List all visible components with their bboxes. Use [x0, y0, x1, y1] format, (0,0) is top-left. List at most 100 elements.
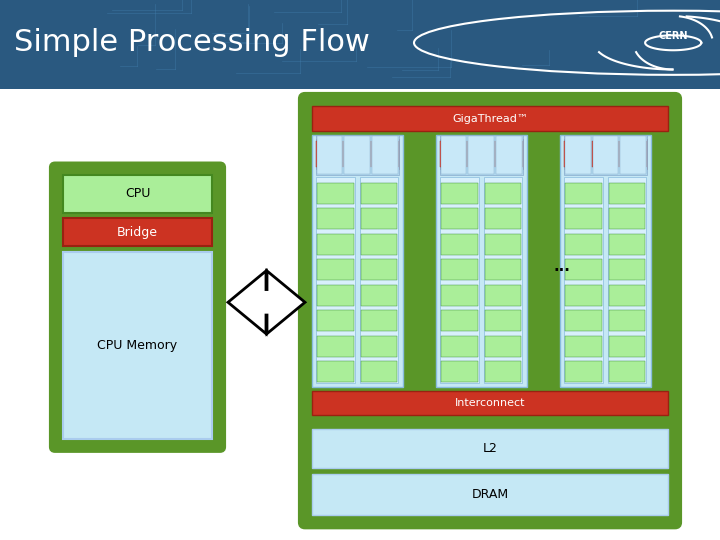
Bar: [441, 336, 478, 357]
Bar: [485, 285, 521, 306]
Bar: [496, 136, 522, 174]
Bar: [620, 136, 646, 174]
Bar: [469, 136, 494, 174]
Bar: [441, 183, 478, 204]
Bar: [317, 361, 354, 382]
Text: DRAM: DRAM: [472, 488, 508, 502]
FancyBboxPatch shape: [300, 94, 680, 527]
Bar: [317, 208, 354, 229]
Bar: [440, 141, 467, 167]
Bar: [361, 336, 397, 357]
Bar: [372, 136, 397, 174]
Bar: [593, 136, 618, 174]
Text: L2: L2: [482, 442, 498, 455]
Bar: [609, 183, 645, 204]
Bar: [361, 310, 397, 331]
Bar: [565, 310, 602, 331]
Bar: [344, 141, 370, 167]
Bar: [63, 252, 212, 439]
Bar: [361, 259, 397, 280]
Bar: [441, 361, 478, 382]
Bar: [312, 474, 668, 516]
Bar: [317, 336, 354, 357]
Bar: [609, 310, 645, 331]
Text: CPU: CPU: [125, 187, 150, 200]
Text: CERN: CERN: [659, 31, 688, 40]
Bar: [565, 259, 602, 280]
Bar: [609, 361, 645, 382]
Bar: [361, 361, 397, 382]
Bar: [317, 136, 342, 174]
Bar: [441, 310, 478, 331]
Bar: [564, 141, 590, 167]
Bar: [621, 141, 647, 167]
Bar: [441, 259, 478, 280]
Bar: [440, 139, 523, 170]
Bar: [564, 135, 647, 175]
Text: GigaThread™: GigaThread™: [452, 113, 528, 124]
FancyBboxPatch shape: [51, 164, 224, 451]
Bar: [609, 336, 645, 357]
Bar: [560, 135, 652, 387]
Bar: [485, 208, 521, 229]
Bar: [564, 139, 647, 170]
Bar: [316, 135, 399, 175]
Bar: [609, 259, 645, 280]
Bar: [361, 208, 397, 229]
Bar: [485, 336, 521, 357]
Bar: [440, 135, 523, 175]
Text: CPU Memory: CPU Memory: [97, 339, 178, 352]
Text: Simple Processing Flow: Simple Processing Flow: [14, 28, 370, 57]
Bar: [441, 234, 478, 255]
Bar: [609, 208, 645, 229]
Text: Interconnect: Interconnect: [455, 398, 526, 408]
Bar: [485, 310, 521, 331]
Bar: [484, 177, 522, 383]
Bar: [565, 234, 602, 255]
Bar: [608, 177, 647, 383]
Bar: [317, 285, 354, 306]
Bar: [441, 208, 478, 229]
Bar: [312, 135, 403, 387]
Bar: [496, 141, 522, 167]
Bar: [485, 361, 521, 382]
Bar: [565, 285, 602, 306]
Bar: [565, 361, 602, 382]
Bar: [316, 139, 399, 170]
Bar: [441, 285, 478, 306]
Bar: [312, 429, 668, 468]
Bar: [317, 310, 354, 331]
Bar: [317, 234, 354, 255]
Bar: [565, 208, 602, 229]
Bar: [593, 141, 618, 167]
Bar: [485, 234, 521, 255]
Polygon shape: [228, 271, 305, 334]
Bar: [312, 391, 668, 415]
Bar: [440, 177, 479, 383]
Bar: [485, 183, 521, 204]
Bar: [441, 136, 467, 174]
Bar: [317, 183, 354, 204]
Bar: [565, 183, 602, 204]
Bar: [372, 141, 398, 167]
Bar: [361, 285, 397, 306]
Bar: [361, 234, 397, 255]
Bar: [609, 234, 645, 255]
Bar: [565, 336, 602, 357]
Bar: [564, 177, 603, 383]
Bar: [565, 136, 590, 174]
Bar: [317, 259, 354, 280]
Bar: [609, 285, 645, 306]
Bar: [316, 141, 342, 167]
Bar: [316, 177, 354, 383]
Bar: [344, 136, 370, 174]
Bar: [63, 219, 212, 246]
Bar: [468, 141, 494, 167]
Bar: [63, 176, 212, 213]
Text: Bridge: Bridge: [117, 226, 158, 239]
Bar: [436, 135, 527, 387]
Bar: [361, 183, 397, 204]
Bar: [359, 177, 398, 383]
Bar: [485, 259, 521, 280]
Bar: [312, 106, 668, 131]
